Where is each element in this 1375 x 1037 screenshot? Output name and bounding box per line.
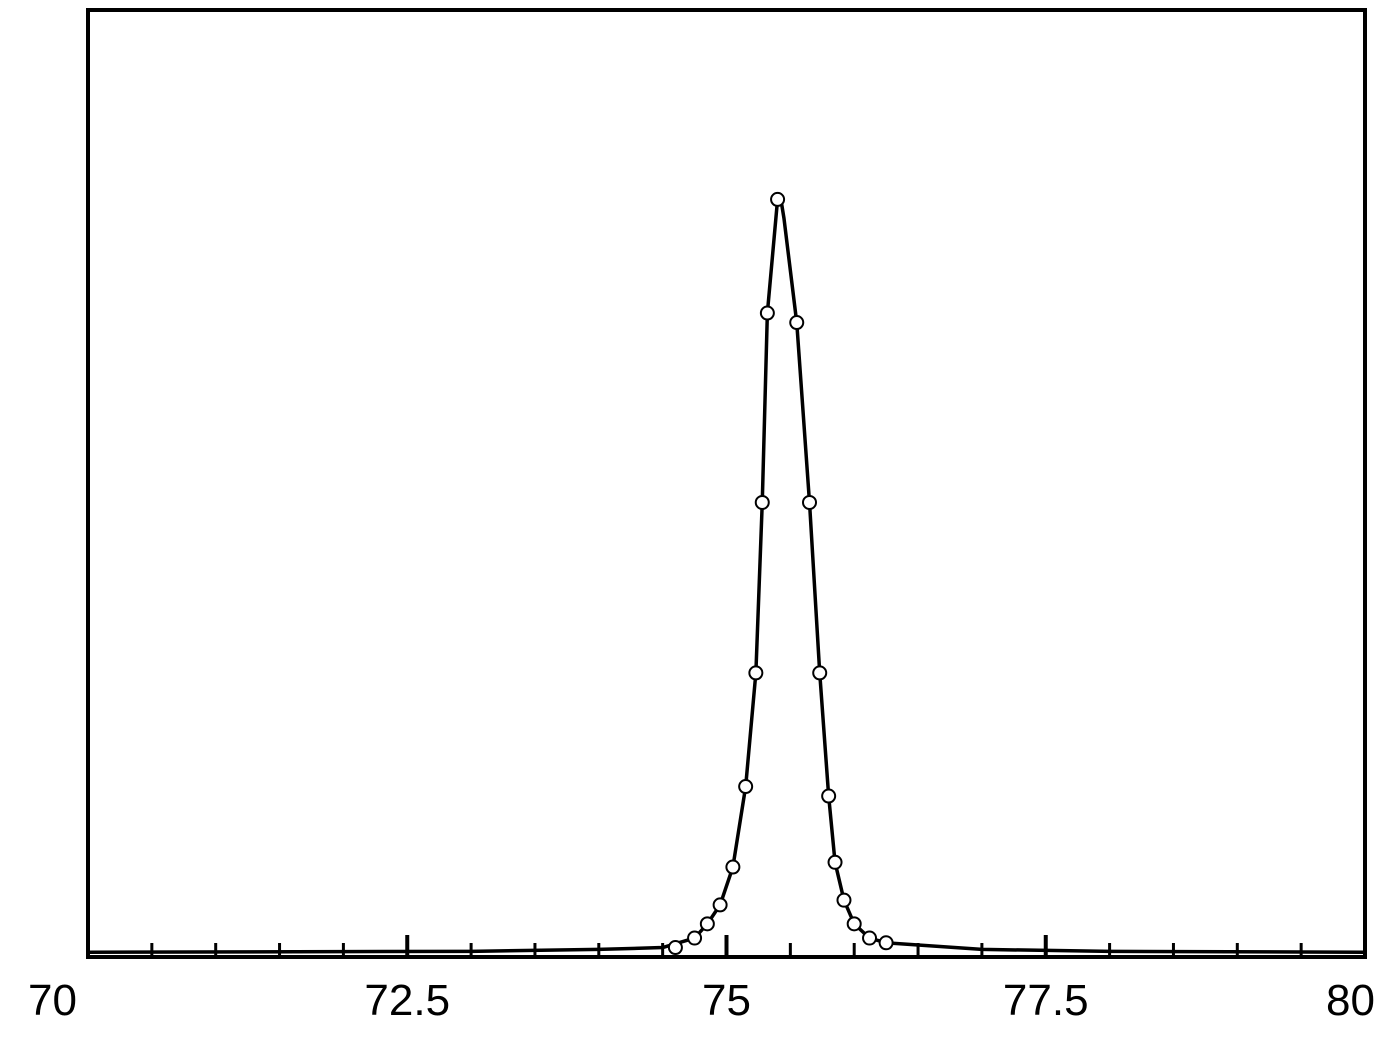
peak-chart: 70 72.5 75 77.5 80 [0,0,1375,1037]
x-tick-label: 77.5 [1003,976,1089,1025]
chart-container: 70 72.5 75 77.5 80 [0,0,1375,1037]
x-tick-label: 72.5 [364,976,450,1025]
x-tick-label: 70 [28,976,77,1025]
x-tick-label: 75 [702,976,751,1025]
x-tick-label: 80 [1326,976,1375,1025]
